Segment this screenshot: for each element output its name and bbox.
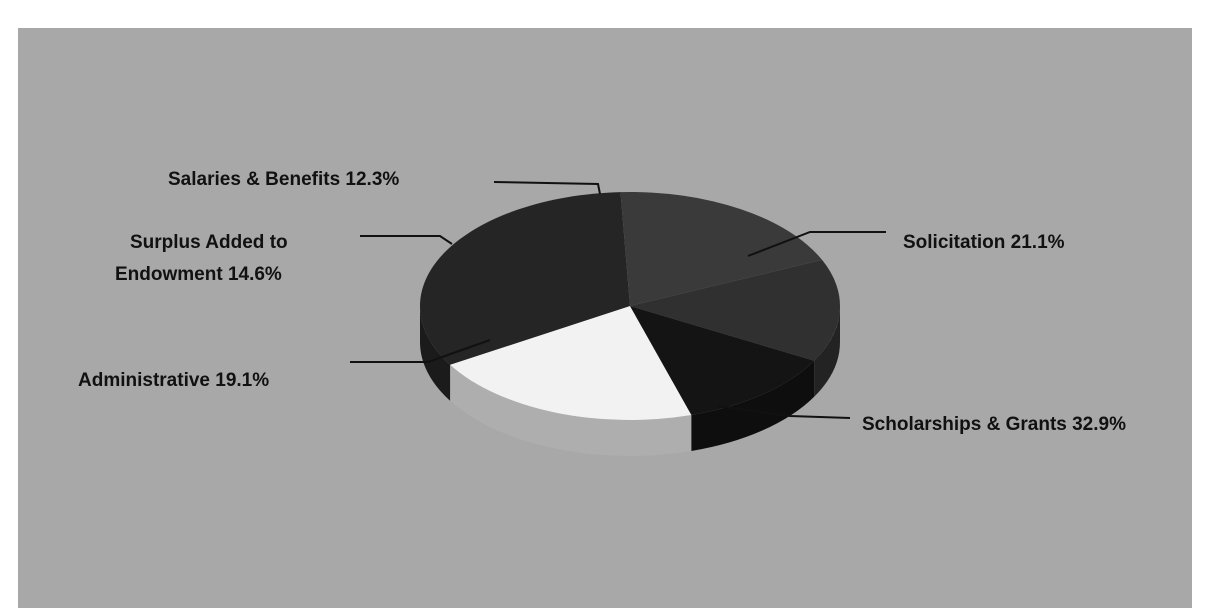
pie-slice-administrative xyxy=(620,192,823,306)
leader-administrative xyxy=(350,339,491,363)
label-surplus-line-2: Endowment 14.6% xyxy=(115,264,282,285)
pie-side-salaries-benefits xyxy=(691,360,815,452)
pie-slice-solicitation xyxy=(450,306,692,420)
leader-lines xyxy=(350,181,886,419)
pie-slice-salaries-benefits xyxy=(630,306,815,416)
label-solicitation: Solicitation 21.1% xyxy=(903,232,1065,253)
leader-surplus xyxy=(360,235,453,245)
leader-scholarships xyxy=(717,405,851,419)
pie-3d-sides xyxy=(420,306,840,456)
pie-slice-scholarships-grants xyxy=(420,192,630,365)
leader-salaries-benefits xyxy=(493,181,601,195)
pie-side-solicitation xyxy=(450,364,692,456)
leader-solicitation xyxy=(747,231,886,257)
pie-side-surplus-added-to-endowment xyxy=(814,306,840,397)
label-salaries-benefits: Salaries & Benefits 12.3% xyxy=(168,169,399,190)
pie-slice-surplus-added-to-endowment xyxy=(630,259,840,361)
label-administrative: Administrative 19.1% xyxy=(78,370,269,391)
label-surplus-line-1: Surplus Added to xyxy=(130,232,288,253)
pie-top-slices xyxy=(420,192,840,420)
pie-side-scholarships-grants xyxy=(420,306,451,401)
label-scholarships-grants: Scholarships & Grants 32.9% xyxy=(862,414,1126,435)
